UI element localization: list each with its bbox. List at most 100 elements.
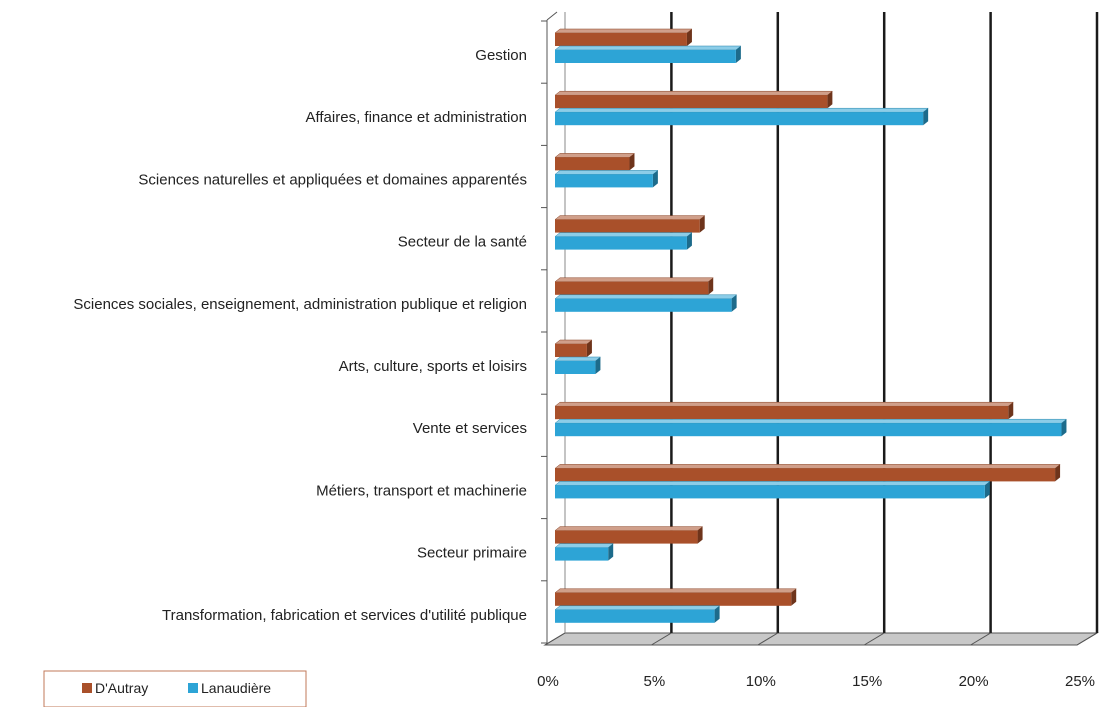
bar xyxy=(554,107,929,126)
gridline-depth xyxy=(863,632,885,646)
bar xyxy=(554,339,593,357)
bar-top-face xyxy=(554,543,614,548)
bar-end-face xyxy=(735,46,741,63)
bar xyxy=(554,543,614,561)
bar-front-face xyxy=(555,547,609,561)
gridline-depth xyxy=(544,632,566,646)
bar xyxy=(554,464,1061,482)
bar-end-face xyxy=(686,29,692,46)
bar-top-face xyxy=(554,588,797,594)
bar-end-face xyxy=(699,215,705,233)
x-tick-label: 10% xyxy=(746,673,776,690)
bar-top-face xyxy=(554,45,742,51)
bar-top-face xyxy=(554,28,693,34)
legend: D'Autray Lanaudière xyxy=(43,670,307,707)
bar-top-face xyxy=(554,418,1068,424)
bar-front-face xyxy=(555,298,732,312)
chart-floor xyxy=(543,632,1099,646)
x-tick-label: 15% xyxy=(852,673,882,690)
bar-top-face xyxy=(554,232,693,237)
bar-top-face xyxy=(554,153,636,158)
bar-front-face xyxy=(555,485,985,499)
bar-end-face xyxy=(629,153,635,171)
bar-end-face xyxy=(791,588,797,606)
bar-front-face xyxy=(555,281,709,295)
bar xyxy=(554,215,706,233)
category-label: Sciences naturelles et appliquées et dom… xyxy=(138,171,527,188)
bar-end-face xyxy=(697,526,703,544)
gridline-depth xyxy=(1076,632,1098,646)
bar-top-face xyxy=(554,339,593,345)
x-tick-label: 0% xyxy=(537,673,559,690)
bar-front-face xyxy=(555,95,828,109)
legend-label-lanaudiere: Lanaudière xyxy=(201,680,271,696)
bar-end-face xyxy=(1008,402,1014,420)
bar-top-face xyxy=(554,464,1061,469)
bar-front-face xyxy=(555,361,596,374)
bar xyxy=(554,45,742,63)
gridline-depth xyxy=(970,632,991,646)
bar-front-face xyxy=(555,50,736,63)
category-axis xyxy=(541,11,558,645)
bar-top-face xyxy=(554,605,721,611)
bar-front-face xyxy=(555,236,687,250)
bar-end-face xyxy=(608,543,614,561)
gridline-depth xyxy=(651,632,672,646)
bar-top-face xyxy=(554,356,602,362)
bar-top-face xyxy=(554,294,738,300)
bar xyxy=(554,277,714,295)
bar-front-face xyxy=(555,157,630,171)
bar-top-face xyxy=(554,277,714,283)
bar xyxy=(554,28,693,46)
bar xyxy=(554,418,1068,437)
x-tick-label: 20% xyxy=(959,673,989,690)
bar-end-face xyxy=(731,294,737,312)
bar-end-face xyxy=(714,605,720,623)
bars xyxy=(554,28,1068,623)
bar xyxy=(554,294,738,312)
bar-front-face xyxy=(555,592,792,606)
x-axis-tick-labels: 0% 5% 10% 15% 20% 25% xyxy=(537,673,1095,690)
category-label: Arts, culture, sports et loisirs xyxy=(339,358,527,375)
legend-swatch-dautray xyxy=(82,683,92,693)
bar-front-face xyxy=(555,344,587,357)
bar-top-face xyxy=(554,107,929,113)
legend-label-dautray: D'Autray xyxy=(95,680,148,696)
bar xyxy=(554,232,693,250)
category-label: Transformation, fabrication et services … xyxy=(162,607,527,624)
bar xyxy=(554,356,602,374)
bar-front-face xyxy=(555,530,698,544)
x-tick-label: 25% xyxy=(1065,673,1095,690)
bar-end-face xyxy=(595,357,601,374)
category-label: Affaires, finance et administration xyxy=(305,109,527,126)
gridline-depth xyxy=(757,632,779,646)
bar-front-face xyxy=(555,406,1009,420)
bar xyxy=(554,170,659,188)
category-label: Vente et services xyxy=(413,420,527,437)
bar-front-face xyxy=(555,174,653,188)
bar-top-face xyxy=(554,215,706,220)
bar-front-face xyxy=(555,112,924,126)
bar-end-face xyxy=(984,481,990,499)
bar-end-face xyxy=(827,91,833,109)
bar-end-face xyxy=(1055,464,1061,482)
bar xyxy=(554,90,834,109)
category-label: Secteur primaire xyxy=(417,545,527,562)
bar-top-face xyxy=(554,481,991,486)
bar-top-face xyxy=(554,401,1014,407)
x-tick-label: 5% xyxy=(644,673,666,690)
chart-floor-plane xyxy=(543,632,1099,646)
legend-swatch-lanaudiere xyxy=(188,683,198,693)
category-label: Gestion xyxy=(475,47,527,64)
bar xyxy=(554,153,636,171)
bar xyxy=(554,481,991,499)
bar xyxy=(554,605,721,623)
bar-front-face xyxy=(555,468,1056,482)
bar-front-face xyxy=(555,423,1062,437)
bar-end-face xyxy=(586,340,592,357)
bar-front-face xyxy=(555,219,700,233)
category-label: Sciences sociales, enseignement, adminis… xyxy=(73,296,527,313)
bar-end-face xyxy=(708,277,714,295)
bar-end-face xyxy=(652,170,658,188)
category-labels: Gestion Affaires, finance et administrati… xyxy=(73,47,527,624)
